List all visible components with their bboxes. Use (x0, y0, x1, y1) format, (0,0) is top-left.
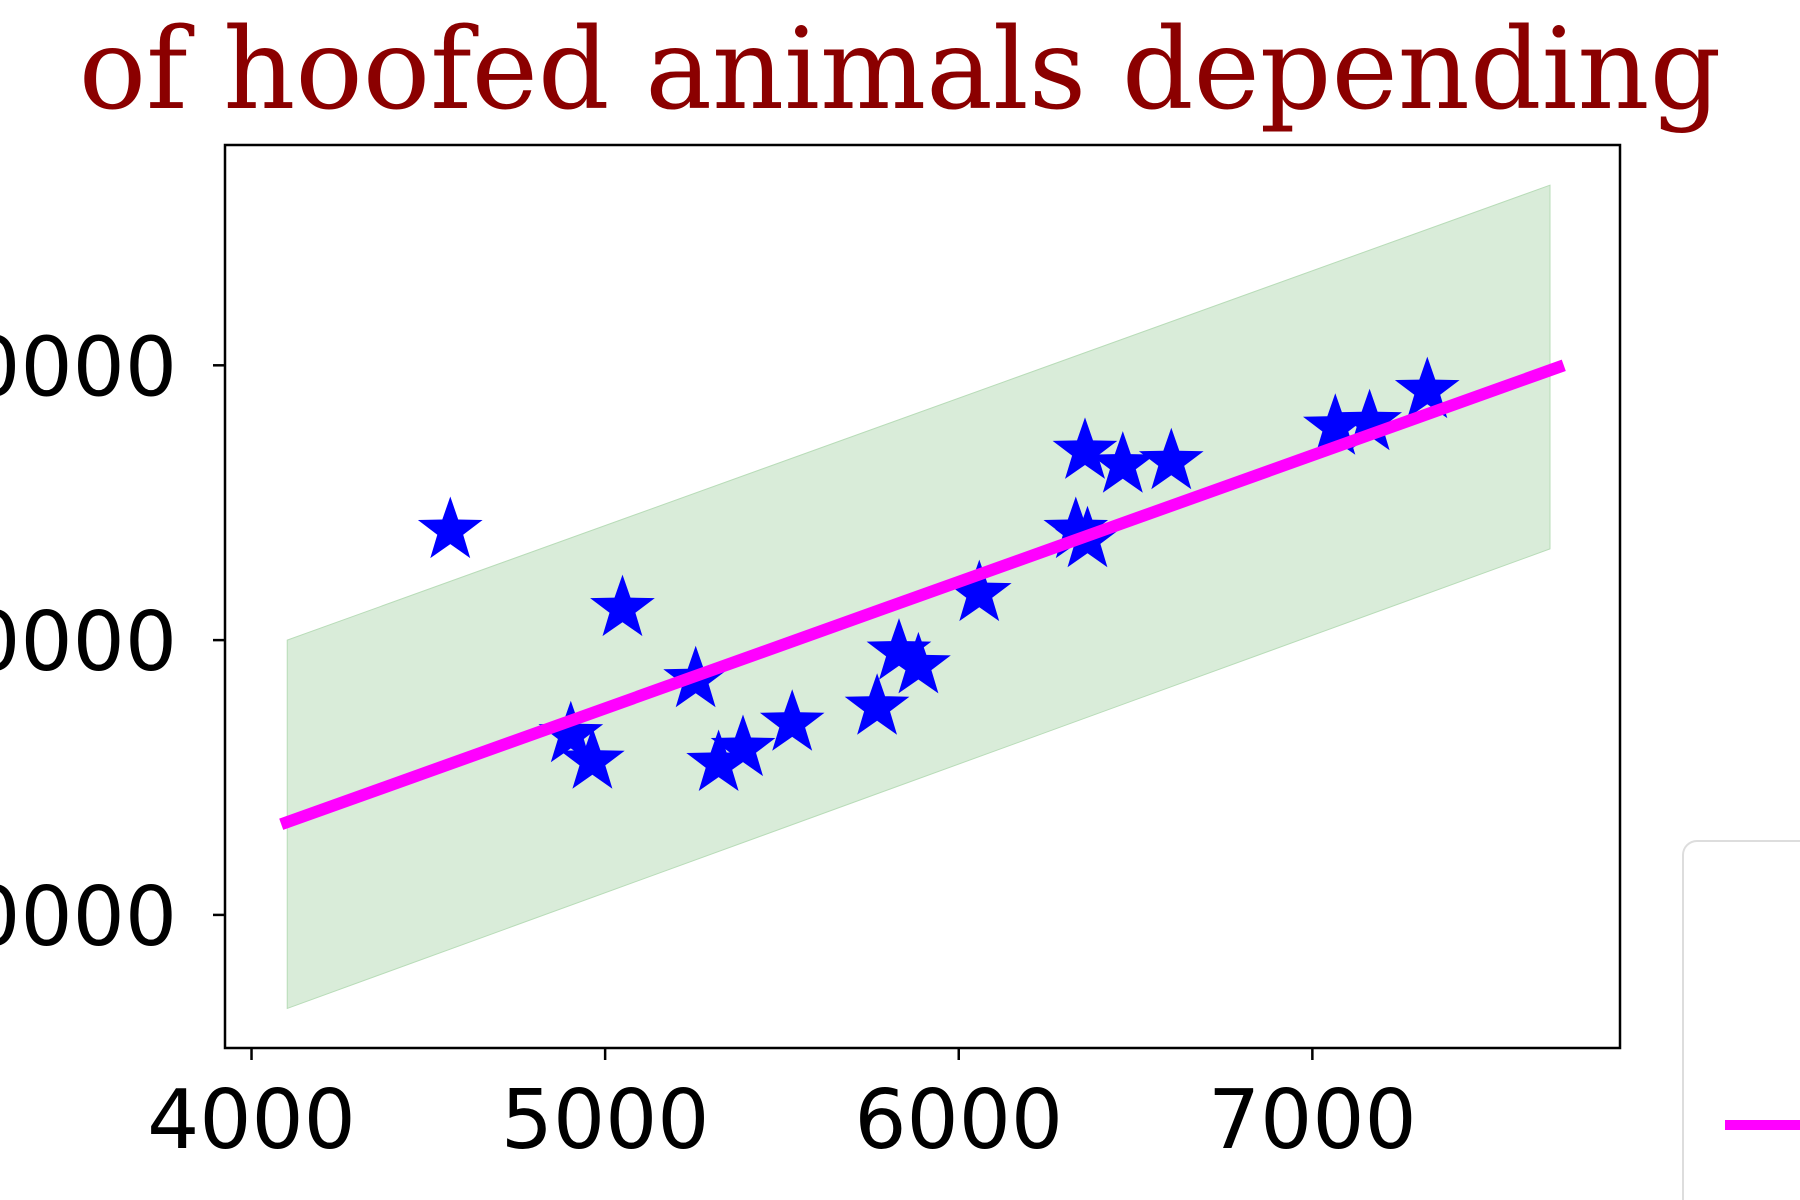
y-tick-label: 20000 (0, 595, 177, 690)
plot-frame (223, 143, 1622, 1050)
data-point (417, 496, 483, 559)
data-point (1052, 417, 1118, 479)
x-tick-label: 7000 (1208, 1073, 1417, 1168)
data-point (1337, 388, 1402, 451)
y-tick-label: 30000 (0, 320, 177, 415)
data-point (1090, 431, 1156, 493)
fit-line (279, 359, 1566, 830)
data-point (1394, 356, 1460, 419)
y-tick-label: 10000 (0, 870, 177, 965)
data-point (686, 729, 751, 791)
legend-box (1682, 840, 1800, 1200)
data-point (844, 673, 910, 735)
data-point (886, 631, 951, 694)
data-point (1043, 496, 1109, 559)
data-point (538, 700, 604, 763)
x-tick-label: 4000 (147, 1073, 356, 1168)
data-point (1138, 427, 1204, 490)
data-point (560, 727, 625, 789)
data-point (946, 559, 1012, 622)
x-tick-label: 6000 (854, 1073, 1063, 1168)
data-point (590, 574, 655, 637)
x-tick-label: 5000 (501, 1073, 710, 1168)
data-point (1303, 393, 1368, 455)
data-point (710, 714, 776, 777)
data-point (759, 689, 825, 751)
data-point (866, 618, 932, 680)
chart-title: of hoofed animals depending (79, 5, 1722, 135)
